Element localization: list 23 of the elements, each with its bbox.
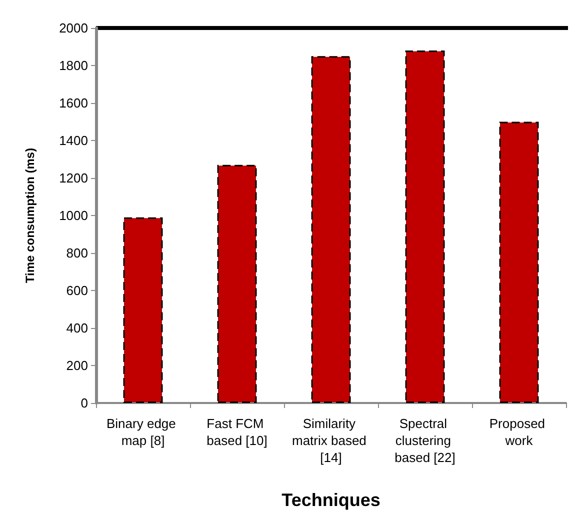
- y-tick-label: 2000: [59, 20, 88, 36]
- bar: [405, 50, 445, 403]
- x-tick-label: Fast FCM based [10]: [206, 416, 268, 448]
- y-axis-title: Time consumption (ms): [23, 148, 37, 284]
- x-tick-label: Spectral clustering based [22]: [394, 416, 456, 465]
- bar: [217, 164, 257, 403]
- bar: [311, 56, 351, 403]
- y-tick-label: 1200: [59, 170, 88, 186]
- bar: [123, 217, 163, 403]
- x-tick-label: Proposed work: [489, 416, 549, 448]
- y-tick-label: 1400: [59, 133, 88, 148]
- y-tick-label: 600: [66, 283, 88, 298]
- y-tick-label: 1600: [59, 96, 88, 110]
- x-tick-label: Similarity matrix based [14]: [292, 416, 370, 465]
- y-tick-label: 1800: [59, 58, 88, 73]
- y-tick-label: 400: [66, 320, 88, 336]
- y-tick-label: 0: [80, 396, 88, 410]
- y-tick-label: 800: [66, 246, 88, 260]
- bar: [499, 122, 539, 403]
- y-tick-label: 1000: [59, 208, 88, 223]
- x-tick-label: Binary edge map [8]: [106, 416, 180, 448]
- x-axis-title: Techniques: [282, 490, 380, 510]
- y-tick-label: 200: [66, 358, 88, 373]
